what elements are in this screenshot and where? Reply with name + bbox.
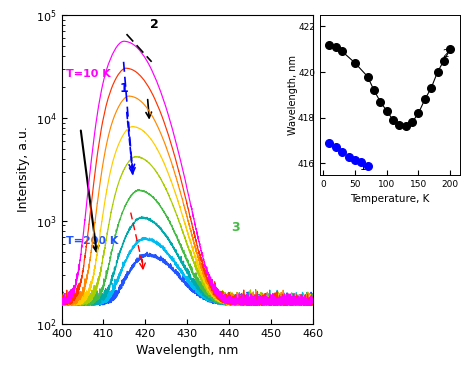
- Text: 1: 1: [119, 81, 128, 94]
- Text: T=10 K: T=10 K: [66, 69, 110, 79]
- Text: 1: 1: [360, 162, 366, 172]
- Text: 2: 2: [149, 18, 158, 31]
- Text: T=200 K: T=200 K: [66, 235, 118, 246]
- Text: 3: 3: [231, 221, 240, 234]
- X-axis label: Temperature, K: Temperature, K: [350, 194, 429, 204]
- Y-axis label: Intensity, a.u.: Intensity, a.u.: [18, 126, 30, 212]
- X-axis label: Wavelength, nm: Wavelength, nm: [136, 344, 238, 357]
- Y-axis label: Wavelength, nm: Wavelength, nm: [288, 55, 298, 135]
- Text: 2: 2: [443, 49, 449, 59]
